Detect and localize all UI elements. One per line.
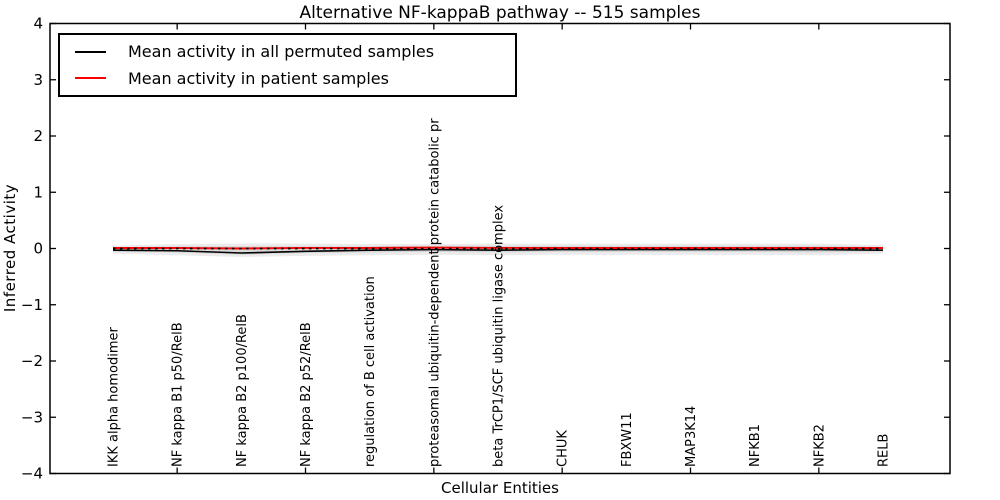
y-tick-label: 1 (33, 183, 43, 201)
x-axis-label: Cellular Entities (441, 479, 559, 497)
y-tick-label: −2 (21, 352, 43, 370)
x-category-label: NF kappa B2 p52/RelB (299, 322, 314, 467)
x-category-label: NFKB1 (748, 424, 763, 467)
legend-entry-permuted: Mean activity in all permuted samples (60, 42, 515, 61)
y-tick-label: 0 (33, 240, 43, 258)
x-category-label: regulation of B cell activation (363, 276, 378, 467)
legend-label: Mean activity in patient samples (128, 68, 389, 88)
legend-label: Mean activity in all permuted samples (128, 42, 435, 62)
x-category-label: IKK alpha homodimer (107, 326, 122, 467)
x-category-label: NF kappa B2 p100/RelB (235, 314, 250, 467)
x-category-label: NFKB2 (812, 424, 827, 467)
x-category-label: FBXW11 (620, 412, 635, 467)
y-tick-label: −3 (21, 408, 43, 426)
chart-title: Alternative NF-kappaB pathway -- 515 sam… (299, 3, 701, 23)
x-category-label: RELB (877, 434, 892, 467)
y-axis-label: Inferred Activity (1, 183, 19, 313)
y-tick-label: −4 (21, 465, 43, 483)
legend: Mean activity in all permuted samples Me… (58, 33, 517, 97)
x-category-label: CHUK (556, 430, 571, 467)
y-tick-label: −1 (21, 296, 43, 314)
legend-line-swatch-red (75, 77, 106, 80)
y-tick-label: 4 (33, 15, 43, 33)
x-category-label: MAP3K14 (684, 406, 699, 467)
legend-entry-patient: Mean activity in patient samples (60, 69, 515, 88)
legend-line-swatch-black (75, 50, 106, 53)
y-tick-label: 3 (33, 71, 43, 89)
y-tick-label: 2 (33, 127, 43, 145)
series-line-0 (112, 248, 884, 254)
x-category-label: proteasomal ubiquitin-dependent protein … (427, 118, 442, 467)
x-category-label: beta TrCP1/SCF ubiquitin ligase complex (492, 205, 507, 467)
x-category-label: NF kappa B1 p50/RelB (171, 322, 186, 467)
